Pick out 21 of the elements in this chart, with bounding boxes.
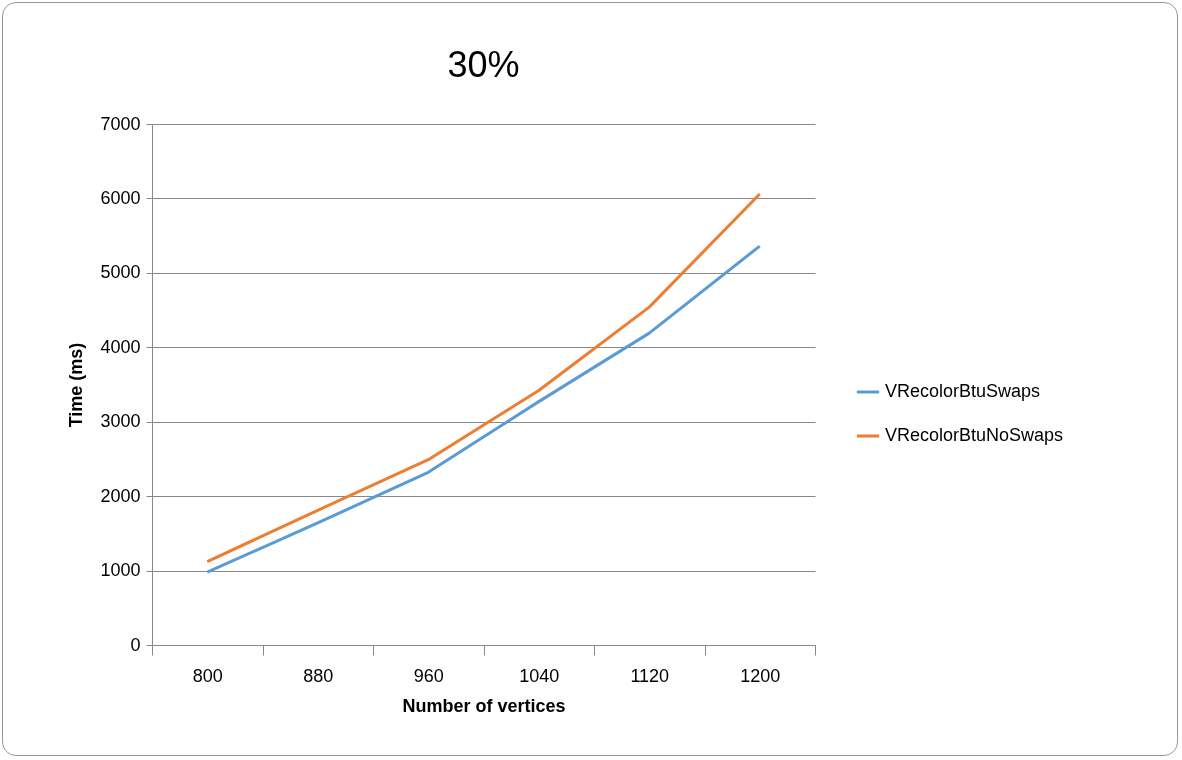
x-tick-label: 1120	[630, 665, 670, 686]
y-tick-label: 3000	[100, 411, 141, 432]
y-tick-label: 7000	[100, 113, 141, 134]
y-tick-label: 6000	[100, 187, 141, 208]
line-series	[205, 192, 762, 564]
y-tick-label: 2000	[100, 485, 141, 506]
chart-title: 30%	[447, 44, 520, 85]
x-tick-label: 800	[192, 665, 223, 686]
x-tick-label: 880	[303, 665, 334, 686]
legend-label: VRecolorBtuSwaps	[885, 381, 1041, 401]
y-tick-label: 4000	[100, 336, 141, 357]
y-tick-label: 0	[130, 634, 141, 655]
line-series	[205, 244, 762, 574]
y-tick-label: 5000	[100, 262, 141, 283]
y-tick-label: 1000	[100, 560, 141, 581]
x-axis-title: Number of vertices	[402, 695, 566, 716]
legend-label: VRecolorBtuNoSwaps	[885, 425, 1064, 445]
x-tick-label: 1200	[740, 665, 781, 686]
y-axis-title: Time (ms)	[66, 342, 87, 428]
x-tick-label: 1040	[519, 665, 560, 686]
x-tick-label: 960	[413, 665, 444, 686]
